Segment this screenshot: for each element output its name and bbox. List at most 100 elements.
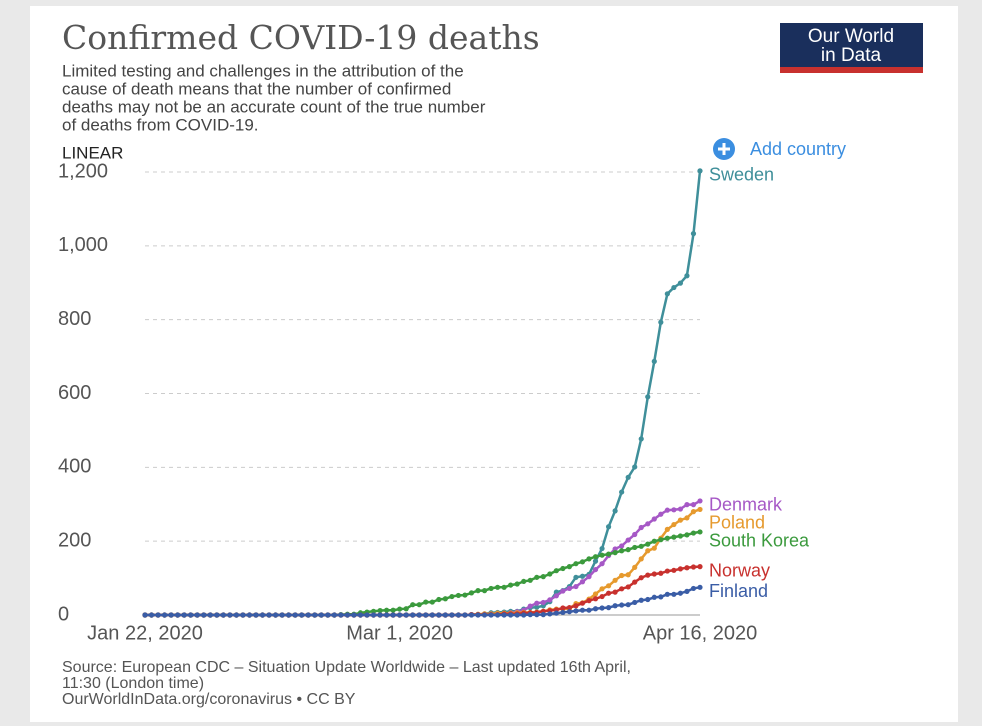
source: OurWorldInData.org/coronavirus • CC BY	[62, 691, 356, 708]
point	[671, 591, 677, 597]
legend-label: Sweden	[709, 165, 774, 185]
point	[645, 541, 651, 547]
y-tick-label: 0	[58, 603, 69, 625]
legend-label: Norway	[709, 560, 770, 580]
point	[514, 612, 520, 618]
point	[690, 585, 697, 592]
point	[677, 590, 684, 596]
scale-label: LINEAR	[62, 143, 123, 162]
point	[423, 599, 429, 605]
point	[625, 474, 631, 480]
point	[684, 565, 690, 571]
legend-label: South Korea	[709, 531, 810, 551]
point	[658, 594, 664, 600]
point	[586, 598, 592, 604]
point	[651, 545, 657, 551]
point	[481, 588, 488, 594]
series	[142, 506, 703, 618]
point	[697, 529, 703, 535]
point	[566, 585, 573, 592]
point	[429, 599, 435, 605]
subtitle: Limited testing and challenges in the at…	[62, 61, 464, 80]
point	[579, 600, 586, 606]
point	[553, 568, 559, 574]
point	[344, 612, 351, 618]
point	[651, 594, 657, 600]
point	[390, 612, 396, 618]
point	[632, 579, 638, 585]
point	[377, 607, 383, 614]
subtitle: deaths may not be an accurate count of t…	[62, 97, 486, 116]
point	[481, 612, 488, 618]
point	[397, 606, 403, 612]
point	[521, 612, 527, 618]
point	[619, 586, 625, 592]
point	[494, 612, 501, 618]
point	[697, 506, 703, 513]
point	[194, 612, 200, 618]
point	[619, 543, 625, 549]
point	[619, 489, 625, 495]
add-country[interactable]: Add country	[750, 139, 846, 159]
point	[527, 577, 533, 583]
y-tick-label: 200	[58, 529, 91, 551]
point	[534, 612, 540, 618]
point	[318, 612, 324, 618]
point	[684, 502, 690, 508]
point	[501, 612, 507, 618]
point	[566, 564, 573, 570]
point	[175, 612, 181, 618]
point	[560, 609, 566, 616]
point	[690, 509, 697, 515]
point	[494, 584, 501, 590]
card: Confirmed COVID-19 deaths Limited testin…	[30, 6, 958, 722]
point	[573, 603, 579, 609]
point	[599, 593, 605, 600]
point	[573, 574, 579, 580]
point	[638, 575, 644, 581]
point	[651, 538, 657, 544]
point	[605, 590, 612, 596]
point	[423, 612, 429, 618]
point	[690, 502, 697, 508]
point	[377, 612, 383, 618]
point	[690, 564, 697, 570]
point	[142, 612, 148, 618]
source: 11:30 (London time)	[62, 675, 204, 692]
point	[573, 561, 579, 567]
point	[188, 612, 194, 618]
point	[416, 602, 422, 608]
point	[181, 612, 187, 618]
point	[599, 552, 605, 558]
legend-label: Poland	[709, 513, 765, 533]
point	[527, 603, 533, 609]
point	[553, 593, 559, 599]
point	[599, 561, 605, 567]
point	[148, 612, 155, 618]
point	[410, 612, 416, 618]
point	[664, 591, 670, 597]
point	[410, 602, 416, 608]
point	[612, 577, 618, 583]
logo	[780, 23, 923, 73]
point	[612, 603, 618, 609]
add-country-button[interactable]: Add country	[713, 138, 846, 160]
point	[468, 590, 475, 596]
point	[272, 612, 279, 618]
point	[586, 607, 592, 613]
point	[286, 612, 292, 618]
point	[671, 521, 677, 528]
point	[612, 550, 618, 556]
point	[462, 612, 468, 618]
point	[697, 498, 703, 504]
point	[397, 612, 403, 618]
point	[540, 599, 546, 606]
point	[383, 612, 390, 618]
logo-bar	[780, 67, 923, 73]
point	[677, 566, 684, 572]
point	[677, 533, 684, 539]
point	[645, 596, 651, 603]
point	[547, 611, 553, 617]
point	[240, 612, 246, 618]
add-icon-plus[interactable]	[718, 143, 730, 155]
